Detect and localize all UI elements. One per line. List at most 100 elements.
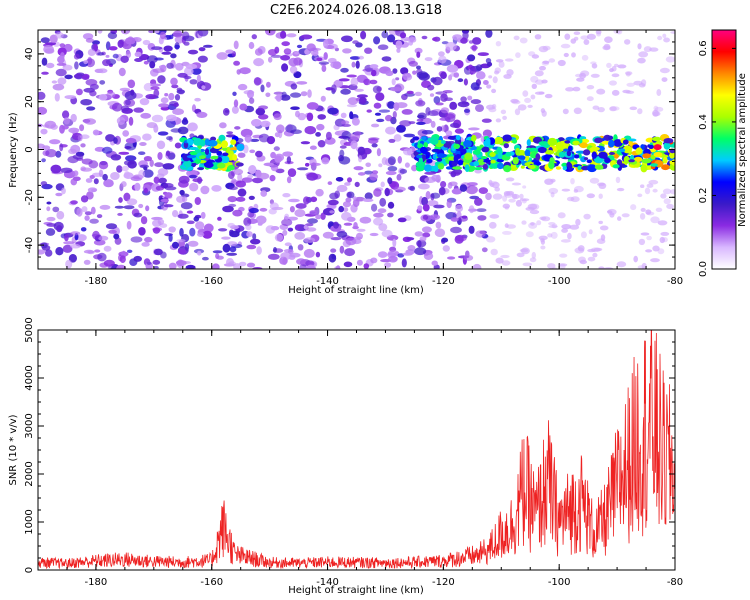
heat-cell	[598, 220, 603, 225]
heat-cell	[566, 196, 575, 202]
heat-cell	[70, 200, 78, 205]
heat-cell	[448, 181, 458, 187]
heat-cell	[195, 221, 205, 230]
heat-cell	[317, 114, 327, 120]
spectrogram-x-axis: -180 -160 -140 -120 -100 -80	[37, 30, 683, 287]
heat-cell	[121, 165, 129, 172]
heat-cell	[481, 146, 490, 153]
heat-cell	[563, 52, 569, 58]
heat-cell	[57, 47, 67, 57]
heat-cell	[609, 212, 615, 218]
heat-cell	[530, 94, 536, 100]
heat-cell	[395, 77, 400, 81]
heat-cell	[506, 190, 515, 196]
heat-cell	[176, 195, 186, 203]
heat-cell	[144, 236, 153, 243]
heat-cell	[591, 63, 598, 69]
heat-cell	[495, 118, 502, 123]
heat-cell	[140, 216, 148, 225]
heat-cell	[146, 55, 158, 64]
heat-cell	[406, 90, 414, 95]
heat-cell	[387, 166, 398, 172]
heat-cell	[288, 249, 294, 254]
heat-cell	[300, 34, 313, 40]
heat-cell	[381, 229, 393, 238]
heat-cell	[407, 245, 416, 251]
heat-cell	[112, 53, 119, 59]
heat-cell	[216, 52, 228, 60]
heat-cell	[299, 264, 307, 269]
heat-cell	[233, 168, 244, 175]
heat-cell	[440, 140, 446, 145]
heat-cell	[592, 252, 598, 258]
spectrogram-y-label: Frequency (Hz)	[8, 112, 19, 188]
heat-cell	[123, 98, 136, 107]
heat-cell	[559, 253, 568, 258]
heat-cell	[197, 30, 209, 37]
heat-cell	[450, 226, 462, 234]
heat-cell	[486, 104, 495, 110]
heat-cell	[243, 217, 252, 227]
heat-cell	[114, 205, 125, 209]
heat-cell	[506, 69, 514, 76]
heat-cell	[354, 181, 360, 188]
heat-cell	[192, 178, 203, 183]
heat-cell	[450, 170, 457, 178]
heat-cell	[177, 213, 189, 219]
heat-cell	[172, 30, 183, 38]
heat-cell	[399, 168, 407, 174]
heat-cell	[489, 221, 497, 229]
heat-cell	[414, 91, 422, 97]
heat-cell	[125, 37, 136, 45]
heat-cell	[157, 152, 163, 160]
heat-cell	[371, 69, 377, 77]
heat-cell	[237, 173, 243, 182]
heat-cell	[662, 33, 667, 38]
heat-cell	[402, 148, 413, 156]
heat-cell	[210, 155, 219, 160]
x-tick-label: -180	[85, 276, 108, 287]
heat-cell	[564, 140, 571, 144]
heat-cell	[307, 218, 318, 224]
heat-cell	[139, 98, 150, 106]
heat-cell	[555, 166, 562, 170]
heat-cell	[452, 166, 462, 170]
heat-cell	[418, 183, 430, 190]
heat-cell	[555, 141, 564, 150]
heat-cell	[94, 249, 101, 253]
heat-cell	[306, 43, 316, 52]
heat-cell	[600, 234, 606, 242]
heat-cell	[239, 103, 248, 111]
heat-cell	[341, 130, 352, 140]
heat-cell	[186, 210, 194, 214]
heat-cell	[468, 127, 480, 131]
heat-cell	[219, 122, 227, 129]
heat-cell	[340, 112, 347, 119]
heat-cell	[399, 32, 407, 39]
heat-cell	[353, 236, 363, 240]
heat-cell	[80, 99, 93, 106]
heat-cell	[608, 139, 615, 148]
heat-cell	[435, 221, 442, 229]
heat-cell	[648, 179, 659, 185]
heat-cell	[98, 235, 109, 241]
heat-cell	[305, 162, 310, 167]
heat-cell	[235, 162, 244, 167]
heat-cell	[522, 90, 529, 97]
y-tick-label: -20	[24, 189, 35, 205]
heat-cell	[340, 67, 349, 73]
heat-cell	[248, 207, 259, 214]
heat-cell	[644, 187, 651, 195]
heat-cell	[377, 44, 389, 50]
heat-cell	[145, 205, 150, 212]
heat-cell	[216, 255, 224, 260]
heat-cell	[392, 68, 398, 74]
heat-cell	[573, 107, 582, 115]
heat-cell	[268, 56, 273, 63]
heat-cell	[524, 149, 531, 156]
heat-cell	[243, 90, 255, 95]
heat-cell	[621, 213, 630, 218]
heat-cell	[611, 73, 620, 78]
heat-cell	[548, 225, 558, 228]
heat-cell	[391, 78, 396, 86]
